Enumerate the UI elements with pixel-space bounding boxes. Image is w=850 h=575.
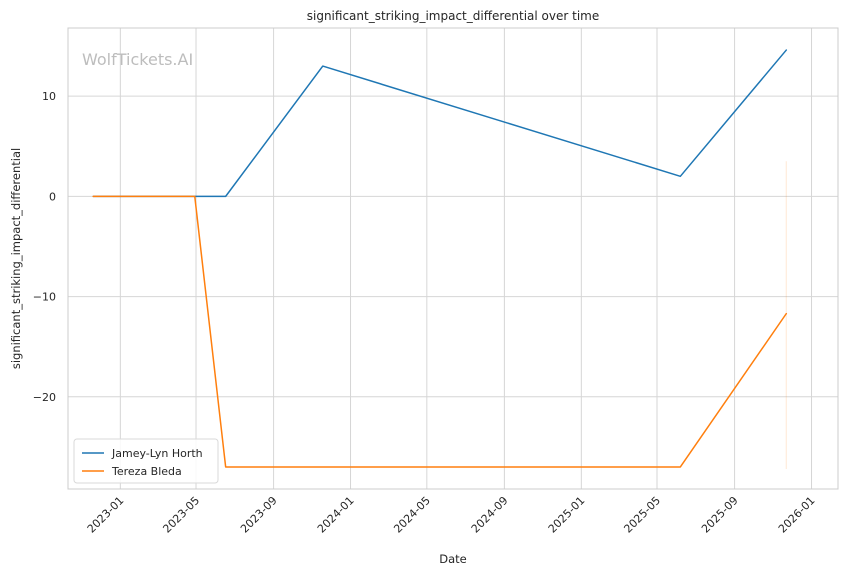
- legend: Jamey-Lyn Horth Tereza Bleda: [73, 438, 219, 484]
- x-tick-label: 2024-05: [391, 494, 433, 536]
- x-tick-label: 2024-01: [315, 494, 357, 536]
- x-tick-label: 2023-01: [85, 494, 127, 536]
- y-tick-label: 0: [49, 190, 56, 203]
- watermark: WolfTickets.AI: [82, 50, 193, 69]
- plot-frame: [67, 27, 839, 490]
- y-axis: 10 0 −10 −20: [33, 90, 56, 404]
- y-tick-label: −20: [33, 391, 56, 404]
- x-tick-label: 2024-09: [469, 494, 511, 536]
- y-tick-label: 10: [42, 90, 56, 103]
- x-axis-label: Date: [439, 552, 467, 566]
- x-tick-label: 2023-05: [160, 494, 202, 536]
- plot-area: [68, 28, 838, 489]
- x-tick-label: 2023-09: [238, 494, 280, 536]
- x-tick-label: 2025-09: [699, 494, 741, 536]
- legend-label: Jamey-Lyn Horth: [111, 447, 203, 460]
- x-tick-label: 2025-05: [621, 494, 663, 536]
- legend-label: Tereza Bleda: [111, 465, 182, 478]
- y-axis-label: significant_striking_impact_differential: [9, 148, 23, 369]
- y-tick-label: −10: [33, 291, 56, 304]
- x-tick-label: 2025-01: [546, 494, 588, 536]
- x-axis: 2023-01 2023-05 2023-09 2024-01 2024-05 2024-…: [85, 494, 818, 536]
- legend-box: [73, 438, 219, 484]
- x-tick-label: 2026-01: [776, 494, 818, 536]
- series-lines: [92, 49, 788, 468]
- series-line: [92, 195, 788, 468]
- chart-title: significant_striking_impact_differential…: [307, 9, 599, 23]
